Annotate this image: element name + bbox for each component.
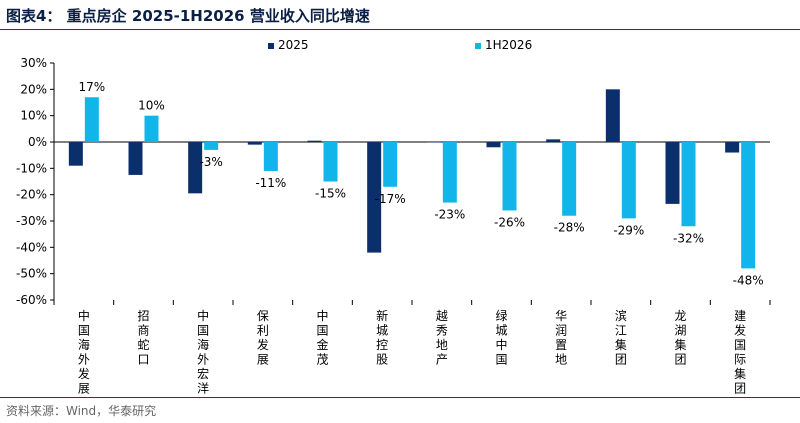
y-tick-label: -40%: [16, 240, 47, 254]
bar-1h2026: [442, 142, 457, 203]
data-label-1h2026: -3%: [199, 155, 222, 169]
bar-1h2026: [263, 142, 278, 171]
x-category-label: 建发国际集团: [734, 309, 746, 396]
y-tick-label: 30%: [20, 56, 47, 70]
x-category-label: 滨江集团: [615, 308, 627, 367]
bar-1h2026: [681, 142, 696, 227]
data-label-1h2026: -11%: [255, 176, 286, 190]
y-tick-label: 10%: [20, 109, 47, 123]
bar-2025: [307, 140, 322, 142]
bar-1h2026: [383, 142, 398, 187]
y-tick-label: -20%: [16, 188, 47, 202]
x-category-label: 中国金茂: [316, 308, 328, 367]
legend-label-2025: 2025: [278, 38, 309, 52]
bar-1h2026: [204, 142, 219, 150]
y-tick-label: -50%: [16, 267, 47, 281]
data-label-1h2026: -26%: [494, 215, 525, 229]
y-tick-label: -10%: [16, 161, 47, 175]
x-category-label: 龙湖集团: [674, 309, 686, 367]
bar-2025: [128, 142, 143, 175]
source-note: 资料来源：Wind，华泰研究: [6, 404, 157, 418]
bar-2025: [247, 142, 262, 145]
data-label-1h2026: -23%: [434, 208, 465, 222]
y-tick-label: -60%: [16, 293, 47, 307]
bar-2025: [725, 142, 740, 153]
legend-swatch-2025: [268, 43, 274, 49]
data-label-1h2026: -29%: [613, 223, 644, 237]
x-category-label: 华润置地: [555, 309, 567, 367]
x-category-label: 越秀地产: [436, 309, 448, 367]
title-bar: 图表4： 重点房企 2025-1H2026 营业收入同比增速: [0, 0, 800, 30]
x-category-label: 保利发展: [257, 309, 269, 367]
bar-2025: [665, 142, 680, 204]
data-label-1h2026: -17%: [375, 192, 406, 206]
bar-2025: [188, 142, 203, 194]
bar-1h2026: [84, 97, 99, 142]
y-tick-label: -30%: [16, 214, 47, 228]
bar-1h2026: [621, 142, 636, 219]
data-label-1h2026: 10%: [138, 99, 165, 113]
bar-2025: [68, 142, 83, 166]
source-divider: [0, 397, 800, 398]
x-category-label: 招商蛇口: [137, 309, 149, 367]
bar-1h2026: [562, 142, 577, 216]
x-category-label: 中国海外发展: [78, 308, 90, 396]
y-tick-label: 0%: [28, 135, 47, 149]
data-label-1h2026: 17%: [78, 80, 105, 94]
bar-1h2026: [502, 142, 517, 211]
data-label-1h2026: -48%: [733, 273, 764, 287]
y-tick-label: 20%: [20, 82, 47, 96]
bar-1h2026: [323, 142, 338, 182]
chart-title: 图表4： 重点房企 2025-1H2026 营业收入同比增速: [6, 7, 370, 25]
x-category-label: 绿城中国: [495, 308, 507, 367]
bar-chart: 30% 20% 10% 0% -10% -20% -30% -40% -50% -60% 17% 中国…: [16, 38, 771, 396]
bar-2025: [546, 139, 561, 142]
title-divider: [0, 29, 800, 30]
bar-1h2026: [144, 115, 159, 142]
bar-1h2026: [741, 142, 756, 269]
legend-swatch-1h2026: [475, 43, 481, 49]
bar-2025: [605, 89, 620, 142]
data-label-1h2026: -32%: [673, 231, 704, 245]
data-label-1h2026: -15%: [315, 187, 346, 201]
legend-label-1h2026: 1H2026: [485, 38, 532, 52]
x-category-label: 新城控股: [376, 308, 388, 367]
bar-2025: [426, 142, 441, 143]
data-label-1h2026: -28%: [554, 221, 585, 235]
bar-2025: [367, 142, 382, 253]
x-category-label: 中国海外宏洋: [197, 308, 209, 396]
bar-2025: [486, 142, 501, 148]
